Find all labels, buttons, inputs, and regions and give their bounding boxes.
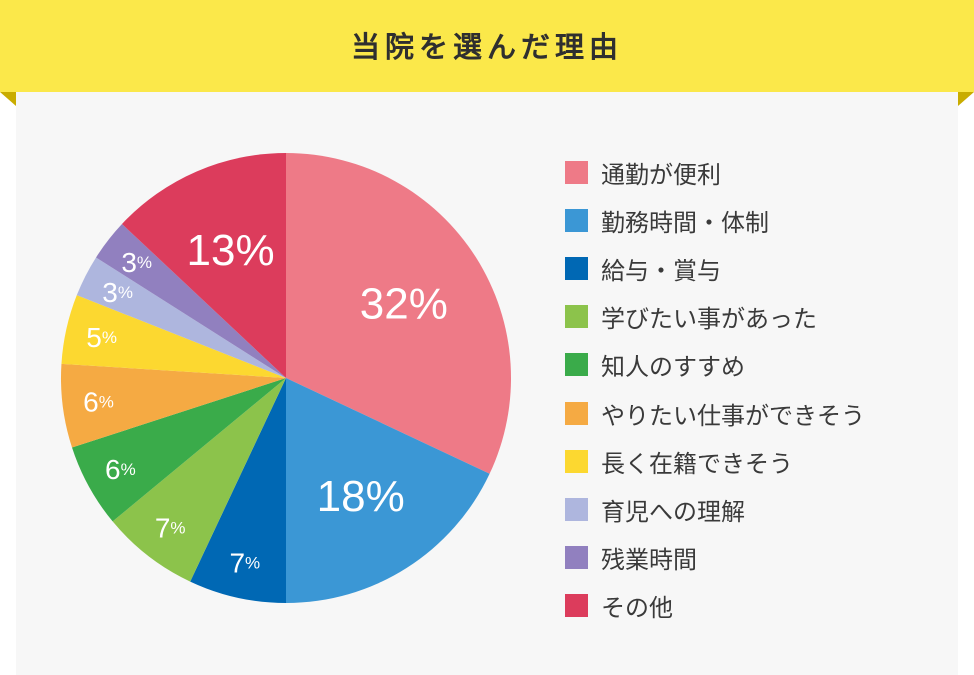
chart-legend: 通勤が便利勤務時間・体制 給与・賞与学びたい事があった 知人のすすめやりたい仕事がで… <box>565 148 865 630</box>
legend-swatch <box>565 449 588 473</box>
pie-slice <box>112 378 286 582</box>
banner-fold-left <box>0 92 16 106</box>
legend-item: 長く在籍できそう <box>565 437 865 485</box>
pie-slice <box>286 378 490 603</box>
pie-slice <box>190 378 286 603</box>
legend-swatch <box>565 353 588 377</box>
legend-item: その他 <box>565 582 865 630</box>
legend-swatch <box>565 594 588 618</box>
pie-slice <box>61 295 286 378</box>
legend-label: その他 <box>601 594 673 623</box>
legend-label: 育児への理解 <box>601 497 745 526</box>
legend-label: やりたい仕事ができそう <box>601 401 865 430</box>
legend-swatch <box>565 401 588 425</box>
pie-slice <box>286 153 512 474</box>
pie-slice <box>121 153 286 378</box>
slice-label: 3% <box>102 277 133 308</box>
pie-slice <box>72 378 286 522</box>
slice-label: 7% <box>155 512 186 543</box>
slice-label: 3% <box>121 247 152 278</box>
legend-swatch <box>565 208 588 232</box>
pie-slice <box>60 363 286 448</box>
legend-item: やりたい仕事ができそう <box>565 389 865 437</box>
page-title: 当院を選んだ理由 <box>350 30 623 64</box>
legend-label: 長く在籍できそう <box>601 449 793 478</box>
legend-item: 知人のすすめ <box>565 341 865 389</box>
legend-label: 勤務時間・体制 <box>601 208 769 237</box>
title-banner: 当院を選んだ理由 <box>0 0 974 92</box>
legend-item: 残業時間 <box>565 534 865 582</box>
pie-slices <box>60 153 512 603</box>
slice-label: 6% <box>83 386 114 417</box>
legend-label: 残業時間 <box>601 546 697 575</box>
legend-item: 学びたい事があった <box>565 293 865 341</box>
legend-label: 知人のすすめ <box>601 353 745 382</box>
pie-slice <box>76 257 286 378</box>
slice-label: 13% <box>187 226 275 275</box>
legend-swatch <box>565 546 588 570</box>
legend-item: 勤務時間・体制 <box>565 196 865 244</box>
banner-fold-right <box>958 92 974 106</box>
legend-label: 学びたい事があった <box>601 305 817 334</box>
legend-swatch <box>565 160 588 184</box>
slice-label: 7% <box>229 547 260 578</box>
pie-slice-labels: 32% 18% 7% 7% 6% 6% 5% 3%3% 13% <box>83 226 448 578</box>
legend-label: 給与・賞与 <box>601 256 721 285</box>
legend-swatch <box>565 305 588 329</box>
pie-slice <box>96 223 286 378</box>
slice-label: 6% <box>105 454 136 485</box>
legend-item: 育児への理解 <box>565 485 865 533</box>
slice-label: 18% <box>317 471 405 520</box>
legend-swatch <box>565 497 588 521</box>
slice-label: 32% <box>360 279 448 328</box>
legend-swatch <box>565 256 588 280</box>
legend-item: 給与・賞与 <box>565 244 865 292</box>
slice-label: 5% <box>86 321 117 352</box>
legend-label: 通勤が便利 <box>601 160 721 189</box>
legend-item: 通勤が便利 <box>565 148 865 196</box>
